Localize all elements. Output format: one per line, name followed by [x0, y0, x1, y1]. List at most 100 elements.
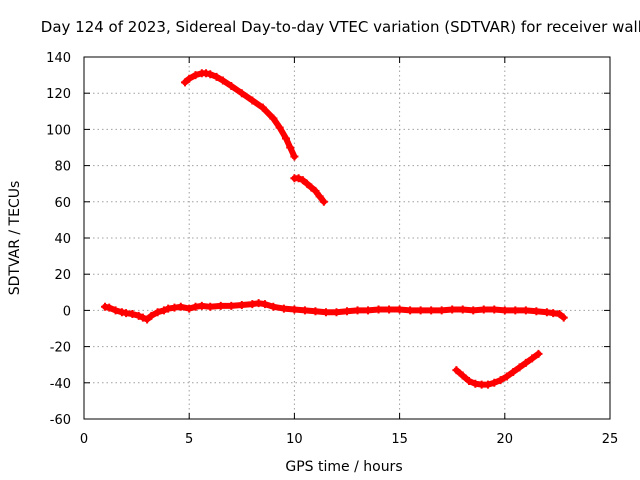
data-point	[134, 311, 143, 320]
data-point	[216, 301, 225, 310]
y-tick-label: 80	[54, 160, 71, 175]
data-point	[532, 307, 541, 316]
data-point	[502, 372, 511, 381]
data-point	[521, 306, 530, 315]
data-point	[500, 306, 509, 315]
data-series	[101, 69, 568, 389]
y-tick-label: 100	[46, 123, 71, 138]
data-point	[143, 315, 152, 324]
data-point	[281, 134, 290, 143]
data-point	[479, 305, 488, 314]
x-tick-label: 25	[602, 432, 619, 447]
data-point	[528, 354, 537, 363]
data-point	[559, 313, 568, 322]
data-point	[511, 306, 520, 315]
data-point	[395, 305, 404, 314]
data-point	[286, 143, 295, 152]
series-arc-low	[452, 349, 543, 389]
data-point	[279, 304, 288, 313]
y-tick-label: 40	[54, 232, 71, 247]
data-point	[206, 70, 215, 79]
data-point	[128, 310, 137, 319]
data-point	[343, 307, 351, 316]
series-line	[182, 70, 298, 160]
data-point	[248, 96, 257, 105]
chart-title: Day 124 of 2023, Sidereal Day-to-day VTE…	[41, 18, 640, 36]
data-point	[303, 179, 312, 188]
y-tick-label: 120	[46, 87, 71, 102]
data-point	[197, 301, 206, 310]
data-point	[311, 186, 320, 195]
y-tick-label: 60	[54, 196, 71, 211]
data-point	[452, 366, 461, 375]
x-tick-label: 20	[497, 432, 514, 447]
data-point	[515, 363, 524, 372]
series-arc-high-1	[180, 69, 299, 161]
x-tick-label: 5	[185, 432, 193, 447]
y-tick-label: 0	[63, 304, 71, 319]
data-point	[490, 305, 499, 314]
data-point	[153, 308, 162, 317]
data-point	[385, 305, 394, 314]
data-point	[311, 307, 320, 316]
x-tick-label: 15	[391, 432, 408, 447]
grid-lines	[84, 57, 610, 419]
data-point	[315, 192, 324, 201]
data-point	[138, 313, 147, 322]
y-tick-label: 140	[46, 51, 71, 66]
data-point	[298, 176, 307, 185]
data-point	[294, 174, 303, 183]
data-point	[185, 304, 194, 313]
data-point	[437, 306, 446, 315]
axis-ticks	[83, 56, 611, 420]
data-point	[427, 306, 436, 315]
data-point	[319, 197, 328, 206]
data-point	[290, 305, 299, 314]
data-point	[364, 306, 373, 315]
data-point	[321, 308, 330, 317]
y-tick-label: -40	[50, 377, 71, 392]
data-point	[534, 349, 543, 358]
series-arc-high-2	[290, 174, 328, 206]
data-point	[406, 306, 415, 315]
data-point	[269, 302, 278, 311]
data-point	[185, 74, 194, 83]
data-point	[300, 306, 309, 315]
data-point	[374, 305, 383, 314]
data-point	[180, 78, 189, 87]
data-point	[416, 306, 425, 315]
data-point	[212, 72, 221, 81]
data-point	[147, 311, 156, 320]
x-axis-label: GPS time / hours	[285, 459, 402, 475]
data-point	[483, 380, 492, 389]
data-point	[105, 303, 114, 312]
y-tick-label: -20	[50, 341, 71, 356]
data-point	[465, 376, 474, 385]
data-point	[496, 376, 505, 385]
data-point	[206, 302, 215, 311]
data-point	[227, 301, 236, 310]
x-tick-label: 0	[80, 432, 88, 447]
data-point	[218, 76, 227, 85]
data-point	[176, 302, 185, 311]
data-point	[237, 300, 246, 309]
series-arc-zero	[101, 299, 568, 324]
data-point	[290, 152, 299, 161]
data-point	[332, 308, 341, 317]
data-point	[521, 358, 530, 367]
data-point	[275, 123, 284, 132]
data-point	[260, 300, 269, 309]
x-tick-labels: 0 5 10 15 20 25	[80, 432, 618, 447]
data-point	[269, 114, 278, 123]
y-axis-label: SDTVAR / TECUs	[7, 181, 23, 296]
y-tick-label: 20	[54, 268, 71, 283]
data-point	[227, 81, 236, 90]
data-point	[111, 306, 120, 315]
data-point	[258, 103, 267, 112]
data-point	[353, 306, 362, 315]
y-tick-labels: -60 -40 -20 0 20 40 60 80 100 120 140	[46, 51, 71, 428]
data-point	[509, 367, 518, 376]
data-point	[469, 306, 478, 315]
data-point	[458, 305, 467, 314]
